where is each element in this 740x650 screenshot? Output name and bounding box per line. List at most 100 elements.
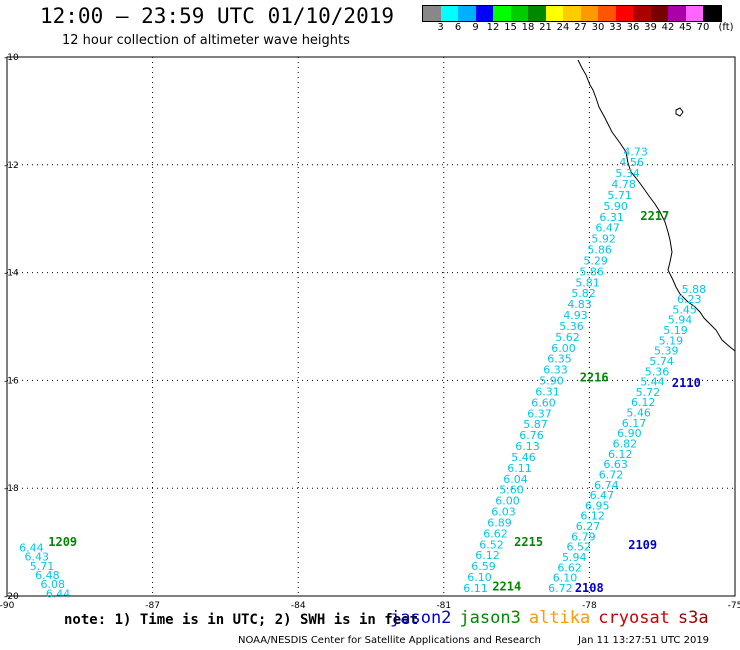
wave-height-value: 6.03 xyxy=(491,506,516,519)
wave-height-value: 5.86 xyxy=(579,265,604,278)
colorbar-label: 15 xyxy=(504,22,517,33)
map-frame xyxy=(6,56,736,597)
wave-height-value: 5.19 xyxy=(663,324,688,337)
wave-height-value: 6.44 xyxy=(19,541,43,554)
colorbar-swatch xyxy=(440,6,458,21)
wave-height-value: 6.95 xyxy=(585,499,610,512)
wave-height-value: 5.36 xyxy=(559,320,584,333)
satellite-cryosat: cryosat xyxy=(598,608,670,628)
wave-height-value: 6.52 xyxy=(567,541,592,554)
wave-height-value: 6.89 xyxy=(487,516,512,529)
wave-height-value: 5.62 xyxy=(555,331,580,344)
colorbar-label: 12 xyxy=(486,22,500,33)
wave-height-value: 6.48 xyxy=(35,569,60,582)
wave-height-value: 6.35 xyxy=(547,353,572,366)
wave-height-value: 6.44 xyxy=(46,587,71,600)
lon-tick-label: -84 xyxy=(291,601,306,611)
colorbar-swatch xyxy=(598,6,616,21)
satellite-jason3: jason3 xyxy=(459,608,521,628)
wave-height-value: 6.43 xyxy=(24,551,49,564)
wave-height-value: 6.12 xyxy=(608,448,633,461)
wave-height-value: 5.44 xyxy=(640,376,665,389)
wave-height-value: 5.29 xyxy=(583,254,608,267)
wave-height-value: 6.37 xyxy=(527,407,552,420)
wave-height-value: 6.12 xyxy=(631,396,656,409)
colorbar-label: 27 xyxy=(574,22,587,33)
colorbar-label: 3 xyxy=(437,22,444,33)
wave-height-value: 6.23 xyxy=(677,293,702,306)
pass-number-label: 2217 xyxy=(640,209,669,223)
wave-height-value: 5.19 xyxy=(659,334,684,347)
wave-height-value: 6.59 xyxy=(471,560,496,573)
colorbar-label: 45 xyxy=(679,22,692,33)
wave-height-value: 6.04 xyxy=(503,473,527,486)
colorbar-label: 24 xyxy=(556,22,570,33)
satellite-legend: jason2 jason3 altika cryosat s3a xyxy=(390,608,717,628)
colorbar-label: 9 xyxy=(472,22,479,33)
wave-height-value: 6.17 xyxy=(622,417,647,430)
pass-number-label: 2110 xyxy=(672,376,701,390)
colorbar-label: 70 xyxy=(696,22,710,33)
colorbar-swatch xyxy=(423,6,441,21)
wave-height-value: 4.83 xyxy=(567,298,592,311)
map-subtitle: 12 hour collection of altimeter wave hei… xyxy=(62,33,350,48)
colorbar-swatch xyxy=(633,6,651,21)
wave-height-value: 6.76 xyxy=(519,429,544,442)
satellite-s3a: s3a xyxy=(677,608,709,628)
wave-height-value: 4.56 xyxy=(619,156,644,169)
lat-tick-label: -12 xyxy=(4,161,19,171)
pass-number-label: 2216 xyxy=(580,371,609,385)
axis-labels: -10 -12 -14 -16 -18 -20-90 -87 -84 -81 -78 -75 xyxy=(0,53,740,611)
wave-height-value: 5.34 xyxy=(615,167,640,180)
wave-height-value: 5.87 xyxy=(523,418,548,431)
wave-height-value: 5.92 xyxy=(591,233,616,246)
wave-height-value: 4.78 xyxy=(611,178,636,191)
pass-number-label: 2214 xyxy=(492,579,521,593)
wave-height-value: 6.00 xyxy=(495,495,520,508)
pass-number-label: 2215 xyxy=(514,535,543,549)
colorbar-swatch xyxy=(563,6,581,21)
wave-height-value: 6.33 xyxy=(543,364,568,377)
wave-height-value: 6.10 xyxy=(553,572,578,585)
lat-tick-label: -14 xyxy=(4,269,19,279)
wave-height-value: 6.90 xyxy=(617,427,642,440)
altimeter-tracks: 6.446.435.716.486.086.444.734.565.344.78… xyxy=(19,145,706,600)
wave-height-value: 6.31 xyxy=(599,211,624,224)
colorbar xyxy=(422,5,722,22)
colorbar-label: 39 xyxy=(644,22,657,33)
wave-height-value: 5.94 xyxy=(668,314,693,327)
pass-number-label: 2108 xyxy=(575,581,604,595)
wave-height-value: 6.72 xyxy=(599,468,624,481)
wave-height-value: 6.08 xyxy=(40,578,65,591)
wave-height-value: 6.00 xyxy=(551,342,576,355)
colorbar-label: 30 xyxy=(591,22,605,33)
lat-tick-label: -20 xyxy=(4,592,19,602)
wave-height-value: 6.12 xyxy=(580,510,605,523)
wave-height-value: 4.73 xyxy=(623,145,648,158)
satellite-jason2: jason2 xyxy=(390,608,452,628)
wave-height-value: 5.71 xyxy=(30,560,55,573)
map-title: 12:00 – 23:59 UTC 01/10/2019 xyxy=(40,4,395,28)
colorbar-swatch xyxy=(615,6,633,21)
lat-tick-label: -16 xyxy=(4,376,19,386)
colorbar-swatch xyxy=(510,6,528,21)
lon-tick-label: -81 xyxy=(436,601,451,611)
wave-height-value: 5.46 xyxy=(626,407,651,420)
lon-tick-label: -90 xyxy=(0,601,15,611)
colorbar-label: 6 xyxy=(454,22,462,33)
timestamp-text: Jan 11 13:27:51 UTC 2019 xyxy=(578,635,710,646)
wave-height-value: 5.88 xyxy=(682,283,707,296)
pass-labels: 1209 2217 2216 2110 2215 2109 2214 2108 xyxy=(48,209,701,595)
wave-height-value: 5.39 xyxy=(654,345,679,358)
wave-height-value: 6.31 xyxy=(535,385,560,398)
colorbar-unit: (ft) xyxy=(718,22,734,33)
wave-height-value: 5.82 xyxy=(571,287,596,300)
pass-number-label: 2109 xyxy=(628,538,657,552)
credit-text: NOAA/NESDIS Center for Satellite Applica… xyxy=(238,635,541,646)
wave-height-value: 5.86 xyxy=(587,244,612,257)
colorbar-label: 36 xyxy=(626,22,640,33)
wave-height-value: 6.79 xyxy=(571,530,596,543)
wave-height-value: 6.60 xyxy=(531,396,556,409)
wave-height-value: 6.27 xyxy=(576,520,601,533)
wave-height-value: 6.63 xyxy=(603,458,628,471)
